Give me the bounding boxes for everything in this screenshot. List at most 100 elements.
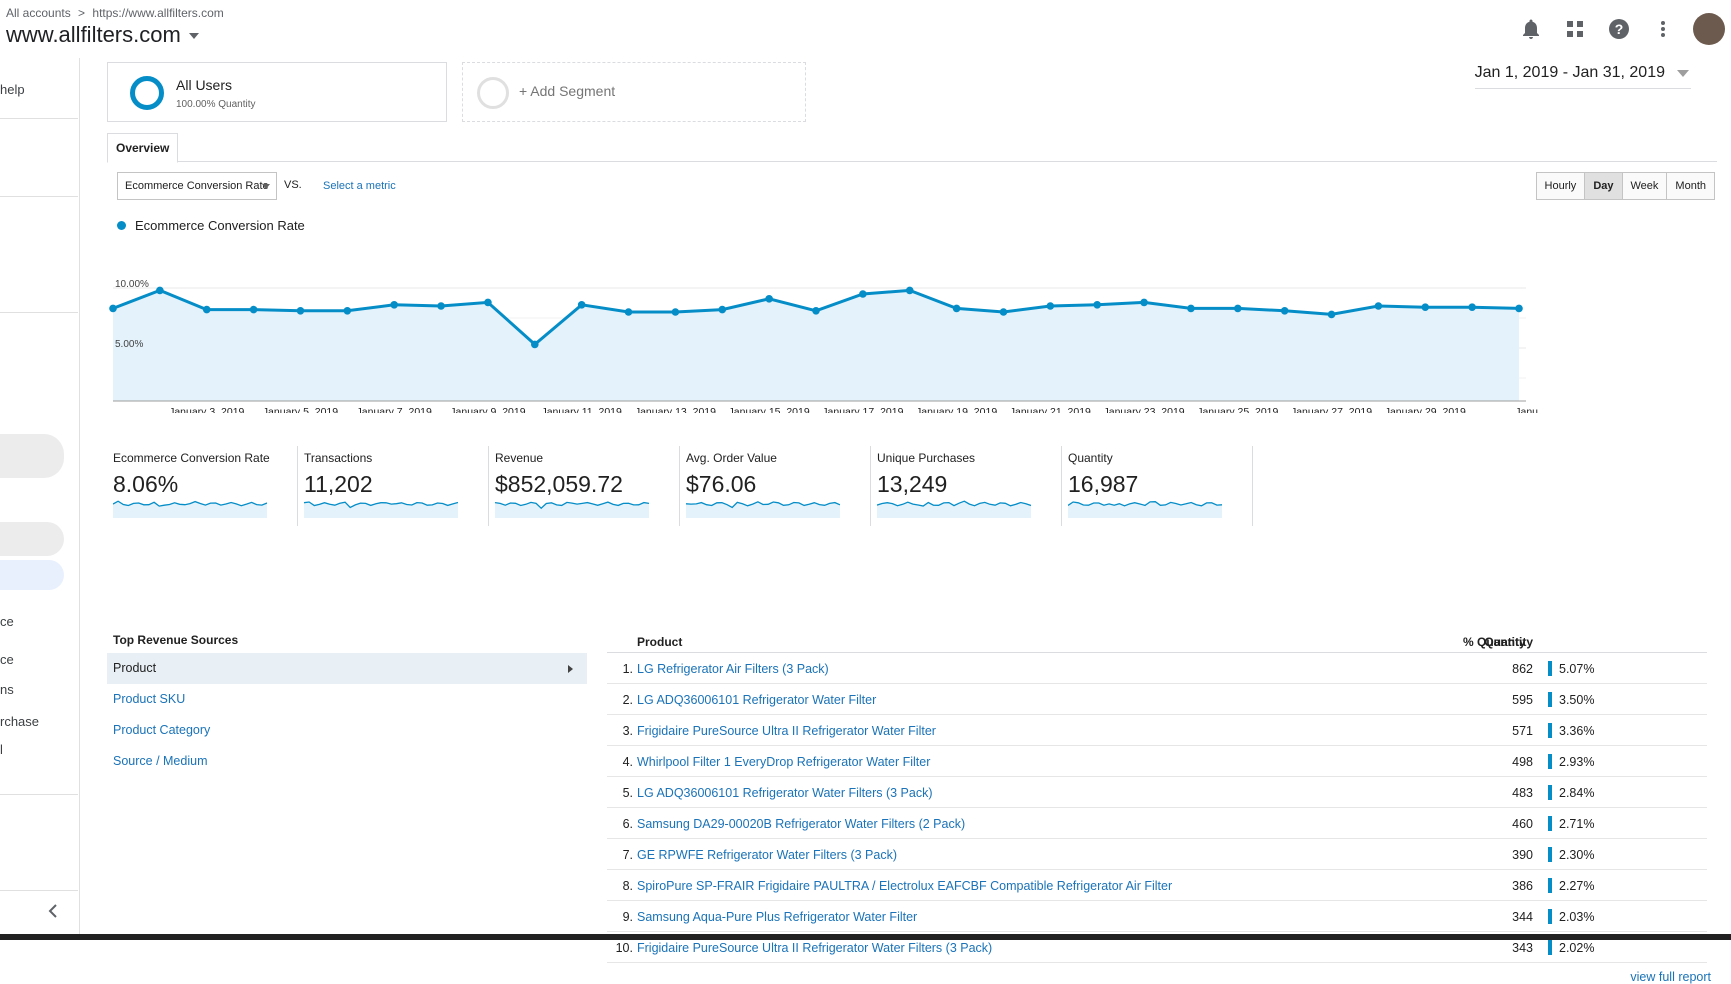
legend-label: Ecommerce Conversion Rate: [135, 218, 305, 233]
row-quantity: 343: [1512, 941, 1533, 955]
product-link[interactable]: LG Refrigerator Air Filters (3 Pack): [637, 662, 829, 676]
revenue-source-item[interactable]: Product SKU: [107, 684, 587, 715]
pct-bar: [1548, 692, 1552, 707]
nav-pill-active[interactable]: [0, 560, 64, 590]
breadcrumb-account[interactable]: https://www.allfilters.com: [92, 6, 224, 20]
property-selector[interactable]: www.allfilters.com: [6, 22, 199, 48]
avatar[interactable]: [1693, 13, 1725, 45]
revenue-source-item[interactable]: Source / Medium: [107, 746, 587, 777]
apps-grid-icon[interactable]: [1561, 15, 1589, 43]
product-link[interactable]: GE RPWFE Refrigerator Water Filters (3 P…: [637, 848, 897, 862]
svg-text:?: ?: [1615, 21, 1624, 37]
conversion-rate-chart[interactable]: 10.00% 5.00%... January 3, 2019 January 5, …: [106, 233, 1706, 413]
chevron-left-icon[interactable]: [48, 904, 58, 921]
granularity-month[interactable]: Month: [1667, 173, 1714, 199]
kpi-card[interactable]: Quantity 16,987: [1062, 446, 1253, 526]
header-pct-quantity[interactable]: % Quantity: [1463, 635, 1526, 649]
select-metric-link[interactable]: Select a metric: [323, 180, 396, 192]
kpi-card[interactable]: Transactions 11,202: [298, 446, 489, 526]
product-link[interactable]: Frigidaire PureSource Ultra II Refrigera…: [637, 724, 936, 738]
metric-dropdown[interactable]: Ecommerce Conversion Rate: [117, 172, 277, 200]
kpi-card[interactable]: Ecommerce Conversion Rate 8.06%: [107, 446, 298, 526]
row-quantity: 498: [1512, 755, 1533, 769]
kpi-card[interactable]: Unique Purchases 13,249: [871, 446, 1062, 526]
nav-item[interactable]: ns: [0, 682, 14, 697]
bell-icon[interactable]: [1517, 15, 1545, 43]
granularity-hourly[interactable]: Hourly: [1536, 173, 1586, 199]
more-vert-icon[interactable]: [1649, 15, 1677, 43]
data-point: [296, 307, 305, 315]
table-row: 2. LG ADQ36006101 Refrigerator Water Filt…: [607, 684, 1707, 715]
nav-pill[interactable]: [0, 434, 64, 478]
add-segment-button[interactable]: + Add Segment: [462, 62, 806, 122]
data-point: [859, 290, 867, 298]
kpi-value: 8.06%: [113, 471, 179, 497]
pct-bar: [1548, 754, 1552, 769]
pct-bar: [1548, 723, 1552, 738]
nav-divider: [0, 794, 78, 795]
nav-item-help[interactable]: help: [0, 82, 25, 97]
kpi-sparkline: [1068, 501, 1222, 518]
view-full-report-link[interactable]: view full report: [1630, 970, 1711, 984]
series-area: [113, 290, 1519, 401]
product-link[interactable]: Frigidaire PureSource Ultra II Refrigera…: [637, 941, 993, 955]
date-range-picker[interactable]: Jan 1, 2019 - Jan 31, 2019: [1474, 64, 1691, 89]
product-link[interactable]: Samsung Aqua-Pure Plus Refrigerator Wate…: [637, 910, 918, 924]
granularity-week[interactable]: Week: [1622, 173, 1668, 199]
row-number: 3.: [622, 724, 633, 738]
revenue-source-item[interactable]: Product Category: [107, 715, 587, 746]
kpi-sparkline: [495, 501, 649, 518]
date-range-label: Jan 1, 2019 - Jan 31, 2019: [1474, 64, 1665, 81]
row-quantity: 390: [1512, 848, 1533, 862]
table-row: 7. GE RPWFE Refrigerator Water Filters (3…: [607, 839, 1707, 870]
header-product[interactable]: Product: [637, 635, 683, 649]
kpi-label: Avg. Order Value: [686, 451, 777, 465]
kpi-label: Ecommerce Conversion Rate: [113, 451, 270, 465]
product-link[interactable]: SpiroPure SP-FRAIR Frigidaire PAULTRA / …: [637, 879, 1173, 893]
product-link[interactable]: LG ADQ36006101 Refrigerator Water Filter: [637, 693, 877, 707]
header-quantity[interactable]: Quantity: [1484, 635, 1533, 649]
revenue-source-label: Product SKU: [113, 692, 186, 706]
data-point: [624, 308, 633, 316]
tab-overview[interactable]: Overview: [107, 133, 179, 163]
nav-pill[interactable]: [0, 522, 64, 556]
kpi-value: 11,202: [304, 471, 373, 497]
nav-item[interactable]: l: [0, 742, 3, 757]
row-pct: 5.07%: [1559, 662, 1595, 676]
chevron-down-icon: [1677, 70, 1689, 77]
nav-divider: [0, 118, 78, 119]
row-number: 6.: [622, 817, 633, 831]
revenue-source-item[interactable]: Product: [107, 653, 587, 684]
kpi-label: Revenue: [495, 451, 544, 465]
breadcrumb: All accounts > https://www.allfilters.co…: [6, 6, 228, 20]
kpi-card[interactable]: Revenue $852,059.72: [489, 446, 680, 526]
granularity-day[interactable]: Day: [1585, 173, 1623, 199]
pct-bar: [1548, 878, 1552, 893]
x-tick-label: ...: [113, 406, 122, 413]
tab-bar: Overview: [107, 133, 1717, 163]
product-link[interactable]: LG ADQ36006101 Refrigerator Water Filter…: [637, 786, 933, 800]
nav-divider: [0, 890, 78, 891]
kpi-card[interactable]: Avg. Order Value $76.06: [680, 446, 871, 526]
nav-item[interactable]: rchase: [0, 714, 40, 729]
x-tick-label: Janu...: [1515, 406, 1547, 413]
data-point: [1046, 302, 1055, 310]
nav-item[interactable]: ce: [0, 652, 14, 667]
nav-item[interactable]: ce: [0, 614, 14, 629]
top-bar: All accounts > https://www.allfilters.co…: [0, 0, 1731, 58]
breadcrumb-all-accounts[interactable]: All accounts: [6, 6, 71, 20]
data-point: [1327, 310, 1336, 319]
segment-ring-icon: [477, 77, 509, 109]
data-point: [1468, 303, 1476, 311]
x-tick-label: January 27, 2019: [1291, 406, 1372, 413]
y-tick-label: 5.00%: [115, 339, 143, 350]
kpi-value: $76.06: [686, 471, 757, 497]
product-link[interactable]: Whirlpool Filter 1 EveryDrop Refrigerato…: [637, 755, 931, 769]
segment-all-users[interactable]: All Users 100.00% Quantity: [107, 62, 447, 122]
segment-subtitle: 100.00% Quantity: [176, 99, 256, 110]
row-quantity: 862: [1512, 662, 1533, 676]
data-point: [484, 298, 492, 307]
product-link[interactable]: Samsung DA29-00020B Refrigerator Water F…: [637, 817, 966, 831]
table-row: 1. LG Refrigerator Air Filters (3 Pack) 86…: [607, 653, 1707, 684]
help-icon[interactable]: ?: [1605, 15, 1633, 43]
